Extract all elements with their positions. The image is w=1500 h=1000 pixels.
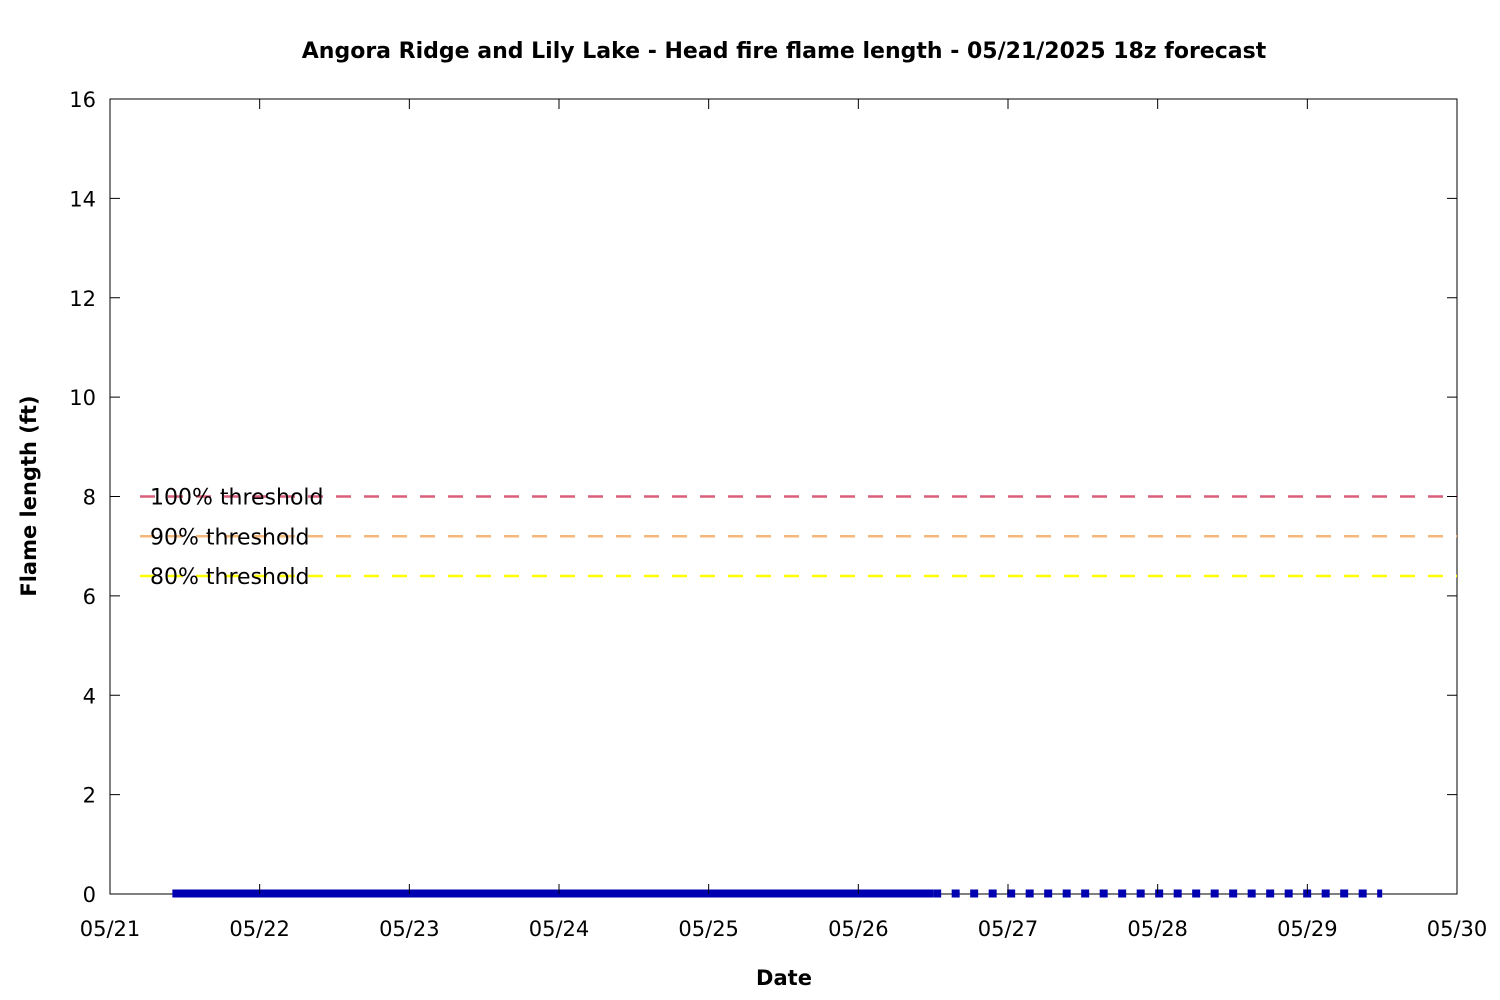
x-tick-label: 05/23 bbox=[379, 917, 440, 941]
x-tick-label: 05/30 bbox=[1427, 917, 1488, 941]
x-tick-label: 05/26 bbox=[828, 917, 889, 941]
y-tick-label: 4 bbox=[83, 684, 96, 708]
chart-title: Angora Ridge and Lily Lake - Head fire f… bbox=[302, 39, 1267, 64]
x-axis-label: Date bbox=[756, 966, 812, 990]
y-tick-label: 6 bbox=[83, 585, 96, 609]
x-tick-label: 05/29 bbox=[1277, 917, 1338, 941]
threshold-label: 90% threshold bbox=[150, 525, 310, 550]
y-axis-ticks: 0 2 4 6 8 10 12 14 16 bbox=[69, 88, 1457, 907]
y-tick-label: 8 bbox=[83, 486, 96, 510]
y-tick-label: 2 bbox=[83, 784, 96, 808]
y-tick-label: 16 bbox=[69, 88, 96, 112]
y-tick-label: 12 bbox=[69, 287, 96, 311]
x-tick-label: 05/25 bbox=[678, 917, 739, 941]
threshold-lines: 100% threshold 90% threshold 80% threshold bbox=[140, 486, 1457, 590]
x-tick-label: 05/21 bbox=[80, 917, 141, 941]
y-tick-label: 0 bbox=[83, 883, 96, 907]
y-tick-label: 10 bbox=[69, 386, 96, 410]
x-tick-label: 05/28 bbox=[1127, 917, 1188, 941]
x-tick-label: 05/27 bbox=[978, 917, 1039, 941]
threshold-label: 80% threshold bbox=[150, 565, 310, 590]
y-axis-label: Flame length (ft) bbox=[17, 395, 41, 596]
x-tick-label: 05/24 bbox=[529, 917, 590, 941]
y-tick-label: 14 bbox=[69, 187, 96, 211]
x-axis-ticks: 05/21 05/22 05/23 05/24 05/25 05/26 05/27 05/28… bbox=[80, 99, 1488, 941]
threshold-label: 100% threshold bbox=[150, 486, 324, 511]
x-tick-label: 05/22 bbox=[229, 917, 290, 941]
